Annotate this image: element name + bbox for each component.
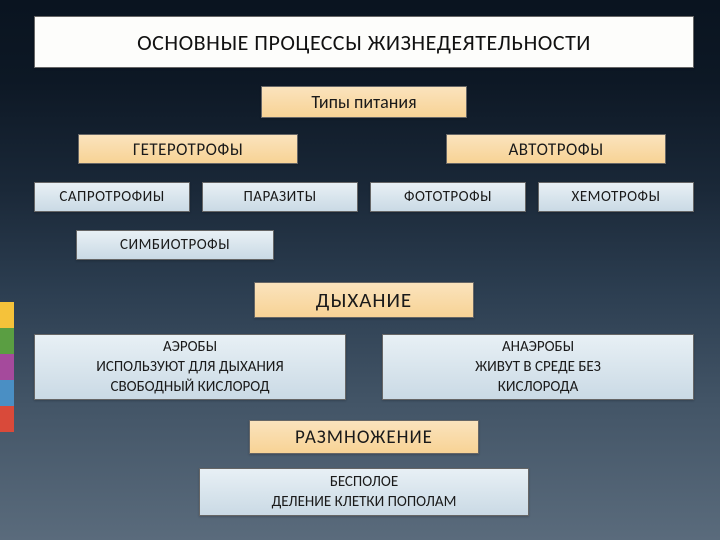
parasites-box: ПАРАЗИТЫ bbox=[202, 182, 358, 212]
slide-container: ОСНОВНЫЕ ПРОЦЕССЫ ЖИЗНЕДЕЯТЕЛЬНОСТИ Типы… bbox=[0, 0, 720, 532]
autotrophs-box: АВТОТРОФЫ bbox=[446, 134, 666, 164]
nutrition-categories-row: ГЕТЕРОТРОФЫ АВТОТРОФЫ bbox=[34, 134, 694, 164]
reproduction-line1: БЕСПОЛОЕ bbox=[330, 472, 398, 492]
stripe-green bbox=[0, 328, 14, 354]
accent-stripes bbox=[0, 302, 14, 432]
reproduction-box: БЕСПОЛОЕ ДЕЛЕНИЕ КЛЕТКИ ПОПОЛАМ bbox=[199, 468, 529, 516]
stripe-yellow bbox=[0, 302, 14, 328]
aerobes-line2: ИСПОЛЬЗУЮТ ДЛЯ ДЫХАНИЯ bbox=[96, 357, 284, 377]
anaerobes-line3: КИСЛОРОДА bbox=[498, 377, 579, 397]
breathing-types-row: АЭРОБЫ ИСПОЛЬЗУЮТ ДЛЯ ДЫХАНИЯ СВОБОДНЫЙ … bbox=[34, 334, 694, 400]
phototrophs-box: ФОТОТРОФЫ bbox=[370, 182, 526, 212]
nutrition-subtypes-row: САПРОТРОФИЫ ПАРАЗИТЫ ФОТОТРОФЫ ХЕМОТРОФЫ bbox=[34, 182, 694, 212]
slide-title: ОСНОВНЫЕ ПРОЦЕССЫ ЖИЗНЕДЕЯТЕЛЬНОСТИ bbox=[34, 16, 694, 68]
breathing-header: ДЫХАНИЕ bbox=[254, 282, 474, 318]
symbiotrophs-box: СИМБИОТРОФЫ bbox=[76, 230, 274, 260]
stripe-purple bbox=[0, 354, 14, 380]
heterotrophs-box: ГЕТЕРОТРОФЫ bbox=[78, 134, 298, 164]
aerobes-line3: СВОБОДНЫЙ КИСЛОРОД bbox=[111, 377, 270, 397]
stripe-red bbox=[0, 406, 14, 432]
aerobes-box: АЭРОБЫ ИСПОЛЬЗУЮТ ДЛЯ ДЫХАНИЯ СВОБОДНЫЙ … bbox=[34, 334, 346, 400]
anaerobes-box: АНАЭРОБЫ ЖИВУТ В СРЕДЕ БЕЗ КИСЛОРОДА bbox=[382, 334, 694, 400]
anaerobes-line1: АНАЭРОБЫ bbox=[502, 337, 574, 357]
reproduction-header: РАЗМНОЖЕНИЕ bbox=[249, 420, 479, 454]
chemotrophs-box: ХЕМОТРОФЫ bbox=[538, 182, 694, 212]
saprotrophs-box: САПРОТРОФИЫ bbox=[34, 182, 190, 212]
anaerobes-line2: ЖИВУТ В СРЕДЕ БЕЗ bbox=[475, 357, 601, 377]
reproduction-line2: ДЕЛЕНИЕ КЛЕТКИ ПОПОЛАМ bbox=[272, 492, 457, 512]
stripe-blue bbox=[0, 380, 14, 406]
nutrition-header: Типы питания bbox=[261, 86, 467, 118]
symbiotrophs-row: СИМБИОТРОФЫ bbox=[34, 230, 694, 260]
aerobes-line1: АЭРОБЫ bbox=[163, 337, 217, 357]
